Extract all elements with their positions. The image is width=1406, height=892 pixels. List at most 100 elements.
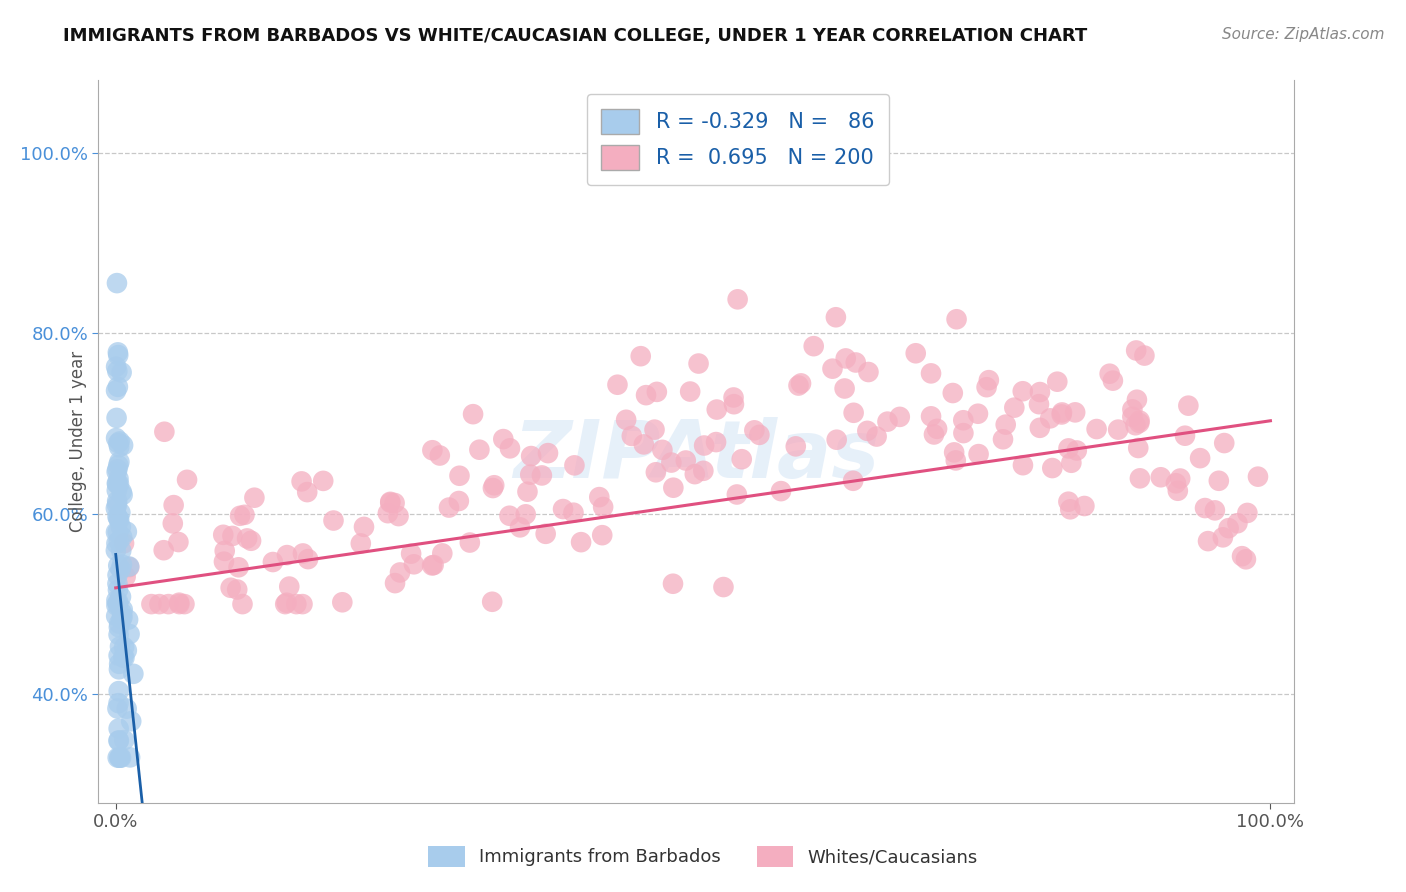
Point bbox=[107, 509, 129, 524]
Point bbox=[744, 423, 766, 437]
Point bbox=[1066, 443, 1088, 458]
Point bbox=[108, 513, 131, 527]
Point bbox=[122, 666, 145, 681]
Point bbox=[1029, 385, 1052, 400]
Point bbox=[1102, 374, 1125, 388]
Point bbox=[107, 458, 129, 473]
Text: Source: ZipAtlas.com: Source: ZipAtlas.com bbox=[1222, 27, 1385, 42]
Point bbox=[111, 488, 134, 502]
Point bbox=[821, 361, 844, 376]
Point bbox=[105, 384, 128, 398]
Point bbox=[108, 455, 131, 469]
Point bbox=[1174, 428, 1197, 442]
Point bbox=[399, 547, 422, 561]
Point bbox=[856, 424, 879, 438]
Point bbox=[562, 506, 585, 520]
Point bbox=[509, 520, 531, 534]
Point bbox=[482, 481, 505, 495]
Point bbox=[115, 643, 138, 657]
Point bbox=[110, 366, 132, 380]
Point bbox=[219, 581, 242, 595]
Point bbox=[825, 310, 848, 325]
Point bbox=[723, 391, 745, 405]
Point bbox=[118, 627, 141, 641]
Point bbox=[432, 546, 454, 560]
Point bbox=[107, 576, 129, 591]
Point bbox=[120, 750, 142, 764]
Point bbox=[105, 364, 128, 378]
Point bbox=[943, 445, 966, 459]
Point bbox=[107, 750, 129, 764]
Point bbox=[651, 442, 673, 457]
Point bbox=[922, 427, 945, 442]
Point bbox=[107, 733, 129, 747]
Point bbox=[994, 417, 1017, 432]
Point bbox=[925, 422, 948, 436]
Point bbox=[110, 562, 132, 576]
Point bbox=[1128, 416, 1150, 430]
Point bbox=[748, 428, 770, 442]
Point bbox=[107, 534, 129, 549]
Point bbox=[1133, 349, 1156, 363]
Point bbox=[105, 465, 128, 479]
Point bbox=[1125, 418, 1147, 433]
Point bbox=[904, 346, 927, 360]
Point bbox=[834, 382, 856, 396]
Point bbox=[787, 378, 810, 392]
Point bbox=[516, 484, 538, 499]
Point bbox=[387, 509, 409, 524]
Point bbox=[107, 348, 129, 362]
Point bbox=[1129, 413, 1152, 427]
Point bbox=[1029, 421, 1052, 435]
Point bbox=[353, 520, 375, 534]
Point bbox=[614, 413, 637, 427]
Point bbox=[105, 359, 128, 374]
Point bbox=[662, 481, 685, 495]
Point bbox=[108, 662, 131, 676]
Point bbox=[107, 582, 129, 597]
Point bbox=[380, 496, 402, 510]
Point bbox=[633, 437, 655, 451]
Point bbox=[1107, 423, 1129, 437]
Point bbox=[1059, 502, 1081, 516]
Point bbox=[167, 535, 190, 549]
Point bbox=[1230, 549, 1253, 564]
Point bbox=[105, 599, 128, 613]
Point bbox=[231, 597, 253, 611]
Point bbox=[114, 569, 136, 583]
Point bbox=[105, 462, 128, 476]
Point bbox=[835, 351, 858, 366]
Point bbox=[1150, 470, 1173, 484]
Point bbox=[402, 558, 425, 572]
Point bbox=[1121, 402, 1143, 417]
Point bbox=[107, 558, 129, 573]
Point bbox=[111, 610, 134, 624]
Point bbox=[889, 409, 911, 424]
Point bbox=[991, 432, 1014, 446]
Point bbox=[107, 598, 129, 612]
Point bbox=[105, 593, 128, 607]
Point bbox=[1234, 552, 1257, 566]
Point bbox=[350, 536, 373, 550]
Point bbox=[228, 560, 250, 574]
Point bbox=[1040, 461, 1063, 475]
Point bbox=[104, 501, 127, 516]
Point bbox=[429, 449, 451, 463]
Point bbox=[221, 529, 243, 543]
Point bbox=[107, 345, 129, 359]
Point bbox=[169, 597, 191, 611]
Point bbox=[105, 494, 128, 508]
Point bbox=[107, 511, 129, 525]
Point bbox=[105, 476, 128, 491]
Point bbox=[157, 597, 180, 611]
Point bbox=[108, 616, 131, 631]
Point bbox=[1213, 436, 1236, 450]
Point bbox=[212, 555, 235, 569]
Point bbox=[1125, 343, 1147, 358]
Point bbox=[148, 597, 170, 611]
Point bbox=[120, 714, 142, 729]
Point bbox=[1011, 384, 1033, 399]
Point bbox=[458, 535, 481, 549]
Point bbox=[569, 535, 592, 549]
Point bbox=[842, 406, 865, 420]
